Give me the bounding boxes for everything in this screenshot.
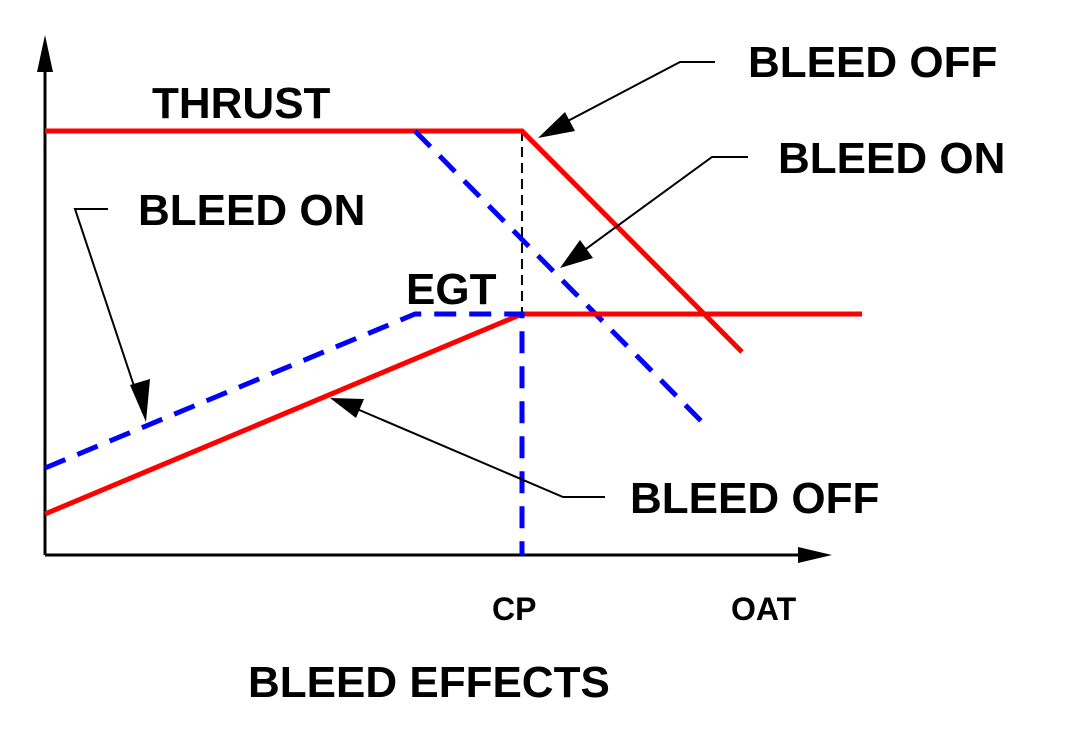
leader-bleed-off-bottom <box>335 399 605 498</box>
leader-bleed-on-left <box>73 208 144 414</box>
label-bleed-on-top: BLEED ON <box>778 134 1005 183</box>
leader-bleed-off-top-arrowhead <box>538 112 575 138</box>
leader-bleed-off-bottom-arrowhead <box>330 398 364 418</box>
label-bleed-on-left: BLEED ON <box>138 186 365 235</box>
label-thrust: THRUST <box>152 79 331 128</box>
thrust-bleed-off-line <box>45 128 744 354</box>
label-cp: CP <box>492 591 536 627</box>
label-oat: OAT <box>731 591 797 627</box>
egt-bleed-on-line <box>44 311 525 555</box>
thrust-bleed-on-line <box>413 129 712 432</box>
x-axis-arrowhead <box>798 547 832 563</box>
label-egt: EGT <box>406 265 497 314</box>
leader-bleed-on-top <box>567 156 748 263</box>
leader-bleed-off-top <box>544 61 715 134</box>
label-bleed-off-bottom: BLEED OFF <box>630 474 879 523</box>
leader-bleed-on-left-arrowhead <box>130 379 150 422</box>
label-bleed-off-top: BLEED OFF <box>748 38 997 87</box>
y-axis-arrowhead <box>37 35 53 72</box>
leader-bleed-on-top-arrowhead <box>560 240 593 268</box>
diagram-title: BLEED EFFECTS <box>248 658 610 707</box>
